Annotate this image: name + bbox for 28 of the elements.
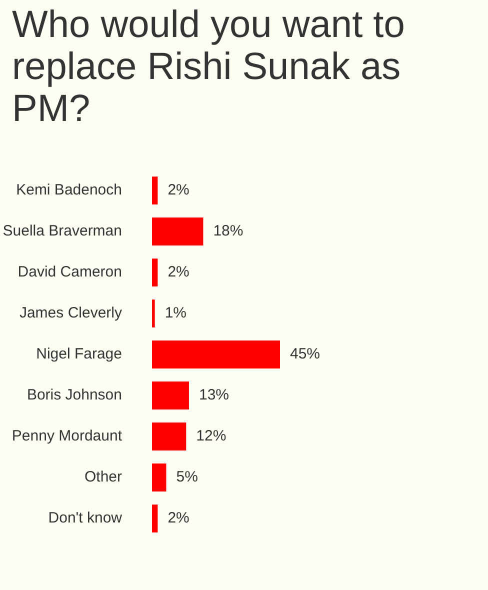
y-tick-label: Other: [84, 468, 122, 486]
y-tick-label: Nigel Farage: [36, 346, 122, 363]
bar: [152, 504, 158, 532]
data-label: 45%: [290, 346, 320, 363]
data-label: 2%: [168, 510, 190, 527]
bar: [152, 340, 280, 368]
bar: [152, 464, 166, 492]
y-tick-label: Kemi Badenoch: [16, 182, 122, 199]
y-tick-label: Don't know: [48, 510, 122, 527]
data-label: 5%: [176, 468, 198, 486]
bar: [152, 218, 204, 246]
bar: [152, 422, 186, 450]
bar: [152, 382, 189, 410]
data-label: 12%: [196, 428, 226, 445]
chart-title: Who would you want to replace Rishi Sunak as PM?: [11, 3, 406, 130]
y-tick-label: James Cleverly: [19, 304, 122, 322]
data-label: 2%: [168, 264, 190, 281]
data-label: 2%: [168, 182, 190, 199]
y-tick-label: Boris Johnson: [26, 386, 122, 404]
y-tick-label: Penny Mordaunt: [12, 428, 123, 445]
bar: [152, 176, 158, 204]
y-tick-label: Suella Braverman: [2, 222, 122, 240]
data-label: 18%: [213, 222, 244, 240]
bar: [152, 258, 158, 286]
data-label: 13%: [198, 386, 230, 404]
data-label: 1%: [164, 304, 187, 322]
bar: [152, 300, 155, 328]
y-tick-label: David Cameron: [18, 264, 122, 281]
